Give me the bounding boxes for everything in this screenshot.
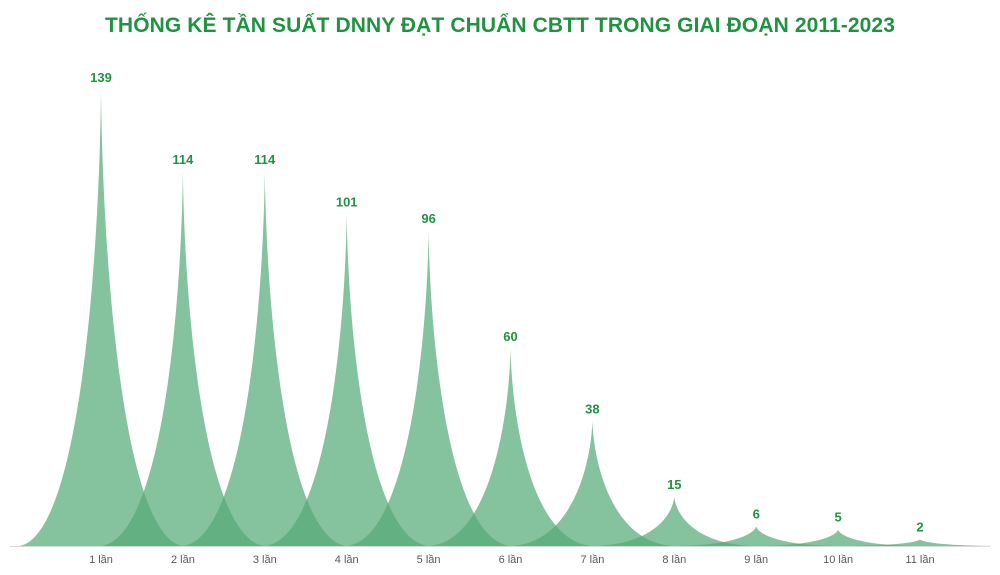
peak-mark [756,529,921,546]
x-tick-label: 1 lần [89,554,113,566]
data-label: 15 [667,477,681,492]
peak-mark [838,539,1000,546]
x-tick-label: 8 lần [662,554,686,566]
peak-mark [100,172,265,546]
x-tick-label: 9 lần [744,554,768,566]
peak-mark [346,231,511,546]
peak-mark [264,214,429,546]
peaks-group [19,90,1000,546]
data-label: 38 [585,401,599,416]
peak-mark [19,90,183,546]
x-tick-label: 2 lần [171,554,195,566]
x-tick-label: 7 lần [580,554,604,566]
data-label: 114 [254,152,276,167]
data-label: 101 [336,195,358,210]
data-label: 5 [834,510,841,525]
x-tick-label: 5 lần [417,554,441,566]
data-label: 6 [753,506,760,521]
data-label: 2 [916,519,923,534]
data-label: 60 [503,329,517,344]
data-label: 96 [421,211,435,226]
data-label: 139 [90,70,112,85]
data-label: 114 [172,152,194,167]
peak-mark [592,496,757,546]
chart-title: THỐNG KÊ TẦN SUẤT DNNY ĐẠT CHUẨN CBTT TR… [105,14,895,37]
x-tick-label: 3 lần [253,554,277,566]
x-tick-label: 10 lần [823,554,853,566]
peak-mark [674,526,839,546]
x-tick-label: 4 lần [335,554,359,566]
labels-group: 139 1 lần 114 2 lần 114 3 lần 101 4 lần 96 5 lần 6… [89,70,935,566]
peak-mark [428,349,593,546]
x-tick-label: 6 lần [499,554,523,566]
peak-mark [182,172,347,546]
peak-mark [510,421,675,546]
x-tick-label: 11 lần [905,554,934,566]
